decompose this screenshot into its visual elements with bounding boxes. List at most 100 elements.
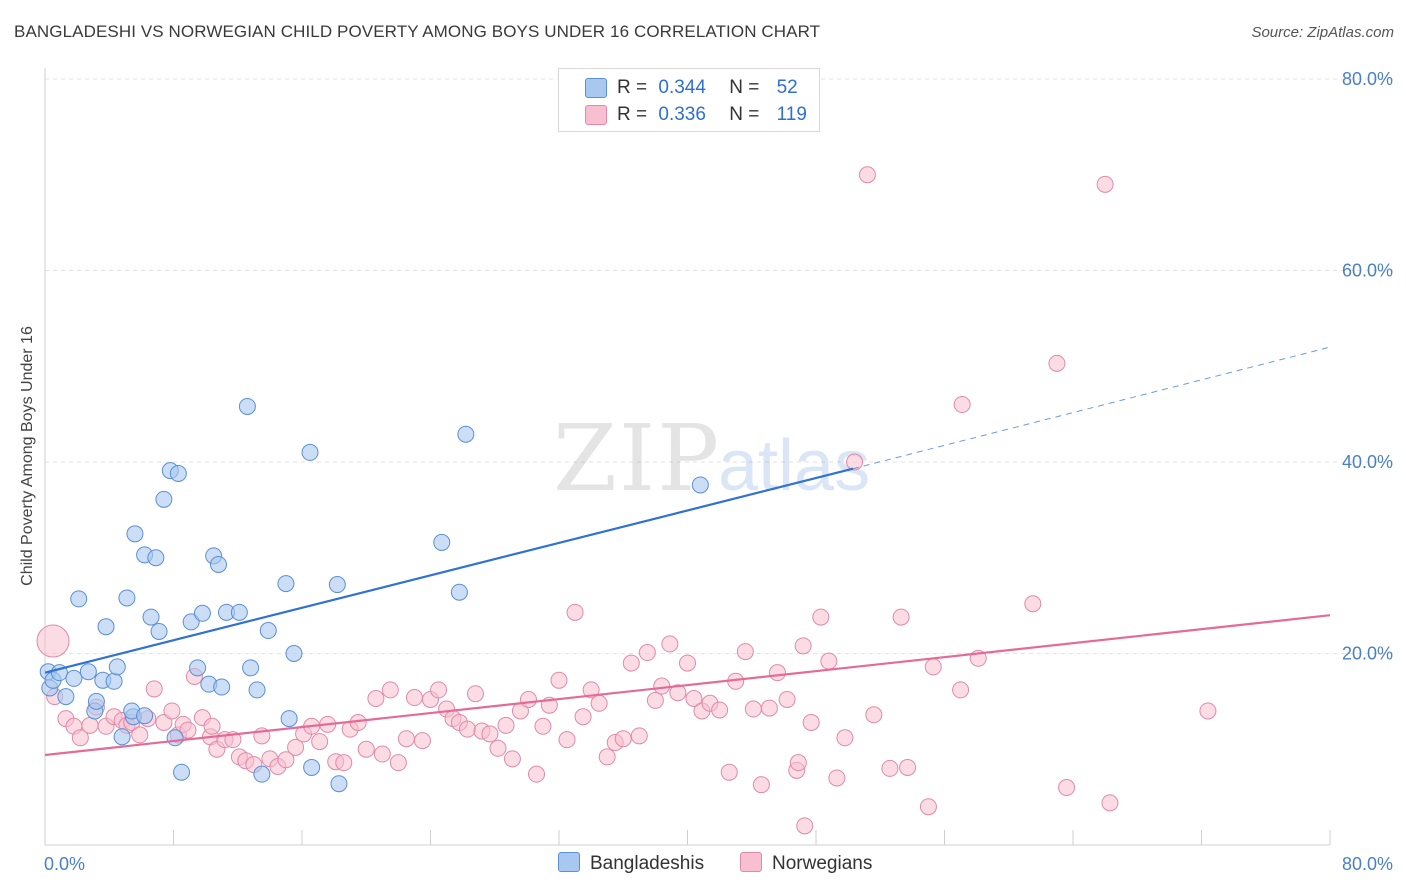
data-point-norwegians — [179, 721, 197, 739]
data-point-bangladeshis — [182, 613, 200, 631]
data-point-bangladeshis — [166, 729, 184, 747]
data-point-norwegians — [614, 730, 632, 748]
data-point-norwegians — [924, 658, 942, 676]
data-point-norwegians — [1101, 794, 1119, 812]
data-point-norwegians — [277, 751, 295, 769]
data-point-norwegians — [892, 608, 910, 626]
gridlines — [45, 78, 1393, 654]
legend-label-bangladeshis: Bangladeshis — [590, 853, 705, 874]
data-point-bangladeshis — [433, 533, 451, 551]
legend-swatch-blue — [585, 78, 607, 98]
data-point-bangladeshis — [248, 681, 266, 699]
data-point-norwegians — [131, 726, 149, 744]
data-point-bangladeshis — [242, 659, 260, 677]
data-point-norwegians — [736, 643, 754, 661]
data-point-norwegians — [155, 713, 173, 731]
legend-n-label: N = — [729, 77, 760, 98]
chart-source: Source: ZipAtlas.com — [1251, 24, 1394, 41]
data-point-norwegians — [598, 748, 616, 766]
data-point-norwegians — [582, 681, 600, 699]
data-point-norwegians — [794, 637, 812, 655]
data-point-norwegians — [1024, 595, 1042, 613]
legend-n-value-blue: 52 — [776, 77, 798, 98]
legend-r-label: R = — [617, 77, 648, 98]
data-point-bangladeshis — [155, 490, 173, 508]
data-point-norwegians — [405, 689, 423, 707]
data-point-norwegians — [287, 738, 305, 756]
data-point-norwegians — [1096, 175, 1114, 193]
data-point-norwegians — [566, 603, 584, 621]
data-point-norwegians — [820, 652, 838, 670]
legend-label-norwegians: Norwegians — [772, 853, 873, 874]
data-point-norwegians — [590, 694, 608, 712]
data-point-bangladeshis — [105, 672, 123, 690]
data-point-norwegians — [802, 713, 820, 731]
data-point-bangladeshis — [108, 658, 126, 676]
data-point-bangladeshis — [87, 692, 105, 710]
data-point-bangladeshis — [253, 765, 271, 783]
data-point-norwegians — [430, 681, 448, 699]
data-point-norwegians — [81, 716, 99, 734]
legend-swatch-norwegians — [740, 852, 762, 872]
data-point-bangladeshis — [238, 397, 256, 415]
data-point-norwegians — [812, 608, 830, 626]
data-point-norwegians — [778, 690, 796, 708]
data-point-bangladeshis — [280, 710, 298, 728]
data-point-norwegians — [789, 754, 807, 772]
bangladeshis-points — [39, 397, 709, 793]
data-point-bangladeshis — [230, 603, 248, 621]
x-tick-label-max: 80.0% — [1342, 854, 1393, 874]
y-tick-label: 80.0% — [1342, 69, 1393, 89]
data-point-norwegians — [489, 739, 507, 757]
data-point-norwegians — [163, 702, 181, 720]
data-point-norwegians — [638, 644, 656, 662]
data-point-norwegians — [145, 680, 163, 698]
data-point-norwegians — [203, 717, 221, 735]
data-point-bangladeshis — [301, 443, 319, 461]
y-tick-label: 60.0% — [1342, 261, 1393, 281]
legend-r-value-pink: 0.336 — [658, 104, 706, 125]
data-point-norwegians — [335, 754, 353, 772]
data-point-norwegians — [669, 684, 687, 702]
legend-item-bangladeshis[interactable]: Bangladeshis — [558, 852, 704, 875]
data-point-bangladeshis — [136, 707, 154, 725]
data-point-norwegians — [836, 729, 854, 747]
data-point-norwegians — [796, 817, 814, 835]
data-point-norwegians — [952, 681, 970, 699]
data-point-norwegians — [865, 706, 883, 724]
data-point-bangladeshis — [118, 589, 136, 607]
data-point-bangladeshis — [150, 622, 168, 640]
data-point-bangladeshis — [328, 576, 346, 594]
data-point-norwegians — [558, 731, 576, 749]
data-point-norwegians — [550, 671, 568, 689]
legend-item-norwegians[interactable]: Norwegians — [740, 852, 872, 875]
trend-line-bangladeshis-extension — [852, 346, 1331, 470]
data-point-norwegians — [622, 654, 640, 672]
data-point-norwegians — [574, 708, 592, 726]
watermark: ZIP atlas — [553, 405, 870, 512]
data-point-norwegians — [367, 690, 385, 708]
data-point-bangladeshis — [285, 645, 303, 662]
correlation-legend: R = 0.344 N = 52 R = 0.336 N = 119 — [558, 68, 820, 132]
data-point-norwegians — [899, 758, 917, 776]
legend-r-label: R = — [617, 104, 648, 125]
data-point-bangladeshis — [457, 425, 475, 443]
data-point-norwegians — [466, 685, 484, 703]
data-point-bangladeshis — [173, 763, 191, 781]
data-point-norwegians — [503, 750, 521, 768]
data-point-bangladeshis — [113, 728, 131, 746]
legend-n-value-pink: 119 — [776, 104, 807, 125]
data-point-norwegians — [357, 740, 375, 758]
data-point-norwegians — [534, 717, 552, 735]
data-point-norwegians — [381, 681, 399, 699]
data-point-bangladeshis — [209, 555, 227, 573]
data-point-norwegians — [519, 690, 537, 708]
trend-line-norwegians — [44, 614, 1331, 757]
data-point-bangladeshis — [330, 775, 348, 793]
data-point-norwegians — [858, 166, 876, 184]
data-point-norwegians — [1048, 354, 1066, 372]
data-point-norwegians — [846, 453, 864, 471]
data-point-norwegians — [458, 720, 476, 738]
data-point-norwegians — [481, 725, 499, 743]
